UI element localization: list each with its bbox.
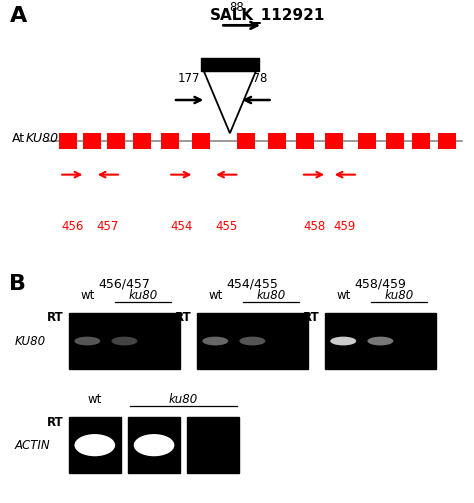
Text: -: - [287, 311, 292, 324]
Text: 456/457: 456/457 [99, 277, 150, 290]
Text: +: + [338, 311, 348, 324]
Text: RT: RT [47, 415, 64, 429]
Bar [386, 133, 404, 148]
Text: B: B [9, 274, 27, 294]
Ellipse shape [330, 337, 356, 346]
Text: RT: RT [175, 311, 192, 324]
Bar [107, 133, 125, 148]
Bar [69, 313, 180, 369]
Bar [128, 417, 180, 473]
Bar [358, 133, 376, 148]
Polygon shape [204, 71, 256, 133]
Bar [268, 133, 286, 148]
Bar [325, 313, 436, 369]
Bar [325, 133, 343, 148]
Bar [201, 58, 259, 71]
Bar [197, 313, 308, 369]
Bar [187, 417, 239, 473]
Bar [69, 417, 121, 473]
Text: +: + [375, 311, 386, 324]
Ellipse shape [367, 337, 393, 346]
Text: 458/459: 458/459 [355, 277, 406, 290]
Ellipse shape [74, 434, 115, 456]
Bar [296, 133, 314, 148]
Text: -: - [415, 311, 420, 324]
Text: SALK_112921: SALK_112921 [210, 9, 326, 25]
Bar [161, 133, 179, 148]
Text: ku80: ku80 [169, 393, 198, 406]
Text: -: - [159, 311, 164, 324]
Text: RT: RT [47, 311, 64, 324]
Text: KU80: KU80 [14, 334, 46, 348]
Text: +: + [149, 415, 159, 429]
Text: wt: wt [88, 393, 102, 406]
Ellipse shape [239, 337, 265, 346]
Text: 457: 457 [97, 220, 119, 233]
Text: +: + [247, 311, 258, 324]
Text: +: + [90, 415, 100, 429]
Text: 454/455: 454/455 [227, 277, 278, 290]
Bar [133, 133, 151, 148]
Text: 456: 456 [61, 220, 83, 233]
Text: 178: 178 [246, 71, 268, 85]
Text: wt: wt [336, 289, 350, 302]
Ellipse shape [74, 337, 100, 346]
Text: 455: 455 [215, 220, 237, 233]
Bar [192, 133, 210, 148]
Text: +: + [119, 311, 130, 324]
Text: ku80: ku80 [256, 289, 286, 302]
Ellipse shape [111, 337, 137, 346]
Text: 454: 454 [170, 220, 192, 233]
Text: +: + [210, 311, 220, 324]
Bar [83, 133, 101, 148]
Bar [412, 133, 430, 148]
Text: 177: 177 [178, 71, 200, 85]
Text: wt: wt [80, 289, 94, 302]
Text: A: A [9, 6, 27, 26]
Text: KU80: KU80 [26, 131, 59, 144]
Text: ACTIN: ACTIN [14, 439, 50, 452]
Text: ku80: ku80 [384, 289, 414, 302]
Bar [237, 133, 255, 148]
Text: RT: RT [303, 311, 320, 324]
Bar [438, 133, 456, 148]
Text: wt: wt [208, 289, 222, 302]
Text: ku80: ku80 [128, 289, 158, 302]
Text: At: At [12, 131, 25, 144]
Ellipse shape [202, 337, 228, 346]
Text: 458: 458 [303, 220, 325, 233]
Text: -: - [211, 415, 216, 429]
Text: +: + [82, 311, 92, 324]
Bar [59, 133, 77, 148]
Text: 459: 459 [334, 220, 356, 233]
Ellipse shape [134, 434, 174, 456]
Text: 88: 88 [229, 1, 245, 14]
